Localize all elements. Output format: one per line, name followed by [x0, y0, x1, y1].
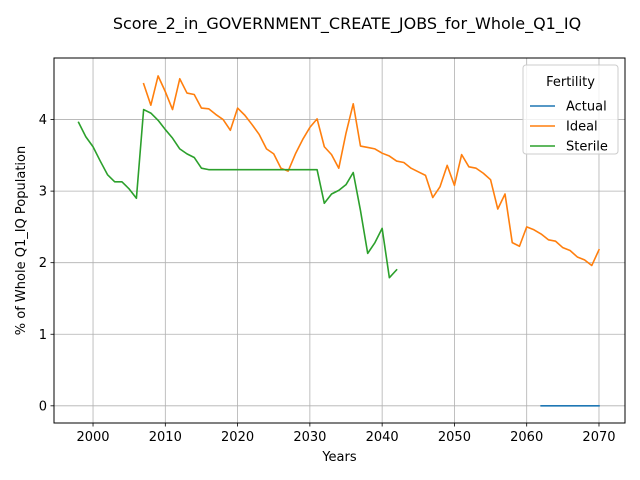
x-tick-label: 2040: [366, 430, 399, 445]
y-tick-label: 0: [39, 399, 47, 414]
x-tick-label: 2020: [221, 430, 254, 445]
series-line-sterile: [77, 108, 398, 279]
legend-box: [522, 64, 619, 155]
series-line-ideal: [142, 75, 601, 267]
y-tick-label: 3: [39, 185, 47, 200]
legend-label-ideal: Ideal: [566, 120, 598, 135]
y-tick-label: 4: [39, 113, 47, 128]
y-axis-label: % of Whole Q1_IQ Population: [14, 146, 29, 335]
series-lines: [77, 75, 601, 407]
x-tick-label: 2010: [149, 430, 182, 445]
x-axis-label: Years: [321, 450, 357, 465]
x-tick-label: 2070: [582, 430, 615, 445]
legend-entries: Actual Ideal Sterile: [530, 100, 608, 155]
x-tick-label: 2050: [438, 430, 471, 445]
y-tick-label: 2: [39, 256, 47, 271]
y-tick-label: 1: [39, 328, 47, 343]
legend: Fertility Actual Ideal Sterile: [522, 64, 619, 155]
legend-title: Fertility: [546, 75, 595, 90]
x-tick-label: 2060: [510, 430, 543, 445]
chart-title: Score_2_in_GOVERNMENT_CREATE_JOBS_for_Wh…: [113, 14, 581, 34]
axis-ticks: 2000 2010 2020 2030 2040 2050 2060 2070 0 1 2 3 4: [39, 113, 616, 445]
x-tick-label: 2000: [76, 430, 109, 445]
legend-label-sterile: Sterile: [566, 140, 608, 155]
x-tick-label: 2030: [293, 430, 326, 445]
legend-label-actual: Actual: [566, 100, 607, 115]
plot-frame: [53, 57, 626, 424]
